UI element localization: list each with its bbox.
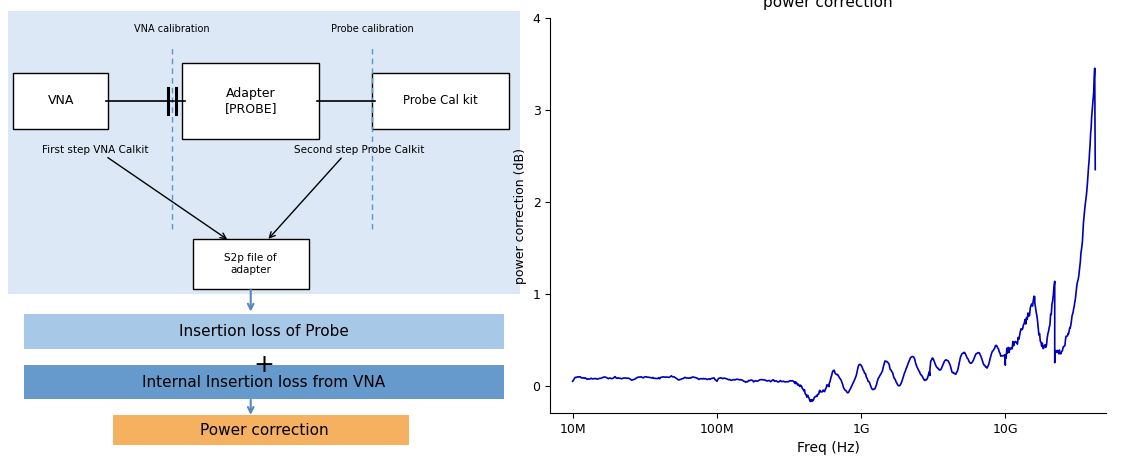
FancyBboxPatch shape	[24, 314, 504, 349]
Text: First step VNA Calkit: First step VNA Calkit	[42, 145, 148, 155]
Y-axis label: power correction (dB): power correction (dB)	[514, 148, 527, 284]
FancyBboxPatch shape	[24, 365, 504, 399]
FancyBboxPatch shape	[193, 239, 309, 289]
Text: Adapter
[PROBE]: Adapter [PROBE]	[225, 87, 277, 115]
X-axis label: Freq (Hz): Freq (Hz)	[797, 442, 859, 455]
Title: power correction: power correction	[764, 0, 893, 10]
Text: Probe Cal kit: Probe Cal kit	[403, 95, 478, 107]
Text: Probe calibration: Probe calibration	[331, 24, 413, 34]
FancyBboxPatch shape	[113, 415, 409, 445]
FancyBboxPatch shape	[372, 73, 510, 129]
FancyBboxPatch shape	[8, 11, 520, 294]
Text: VNA calibration: VNA calibration	[134, 24, 209, 34]
Text: +: +	[254, 353, 274, 377]
Text: Power correction: Power correction	[200, 423, 328, 438]
Text: Insertion loss of Probe: Insertion loss of Probe	[179, 324, 349, 339]
Text: Internal Insertion loss from VNA: Internal Insertion loss from VNA	[143, 375, 385, 390]
FancyBboxPatch shape	[182, 63, 319, 139]
FancyBboxPatch shape	[13, 73, 108, 129]
Text: S2p file of
adapter: S2p file of adapter	[225, 253, 277, 275]
Text: VNA: VNA	[47, 95, 74, 107]
Text: Second step Probe Calkit: Second step Probe Calkit	[294, 145, 424, 155]
